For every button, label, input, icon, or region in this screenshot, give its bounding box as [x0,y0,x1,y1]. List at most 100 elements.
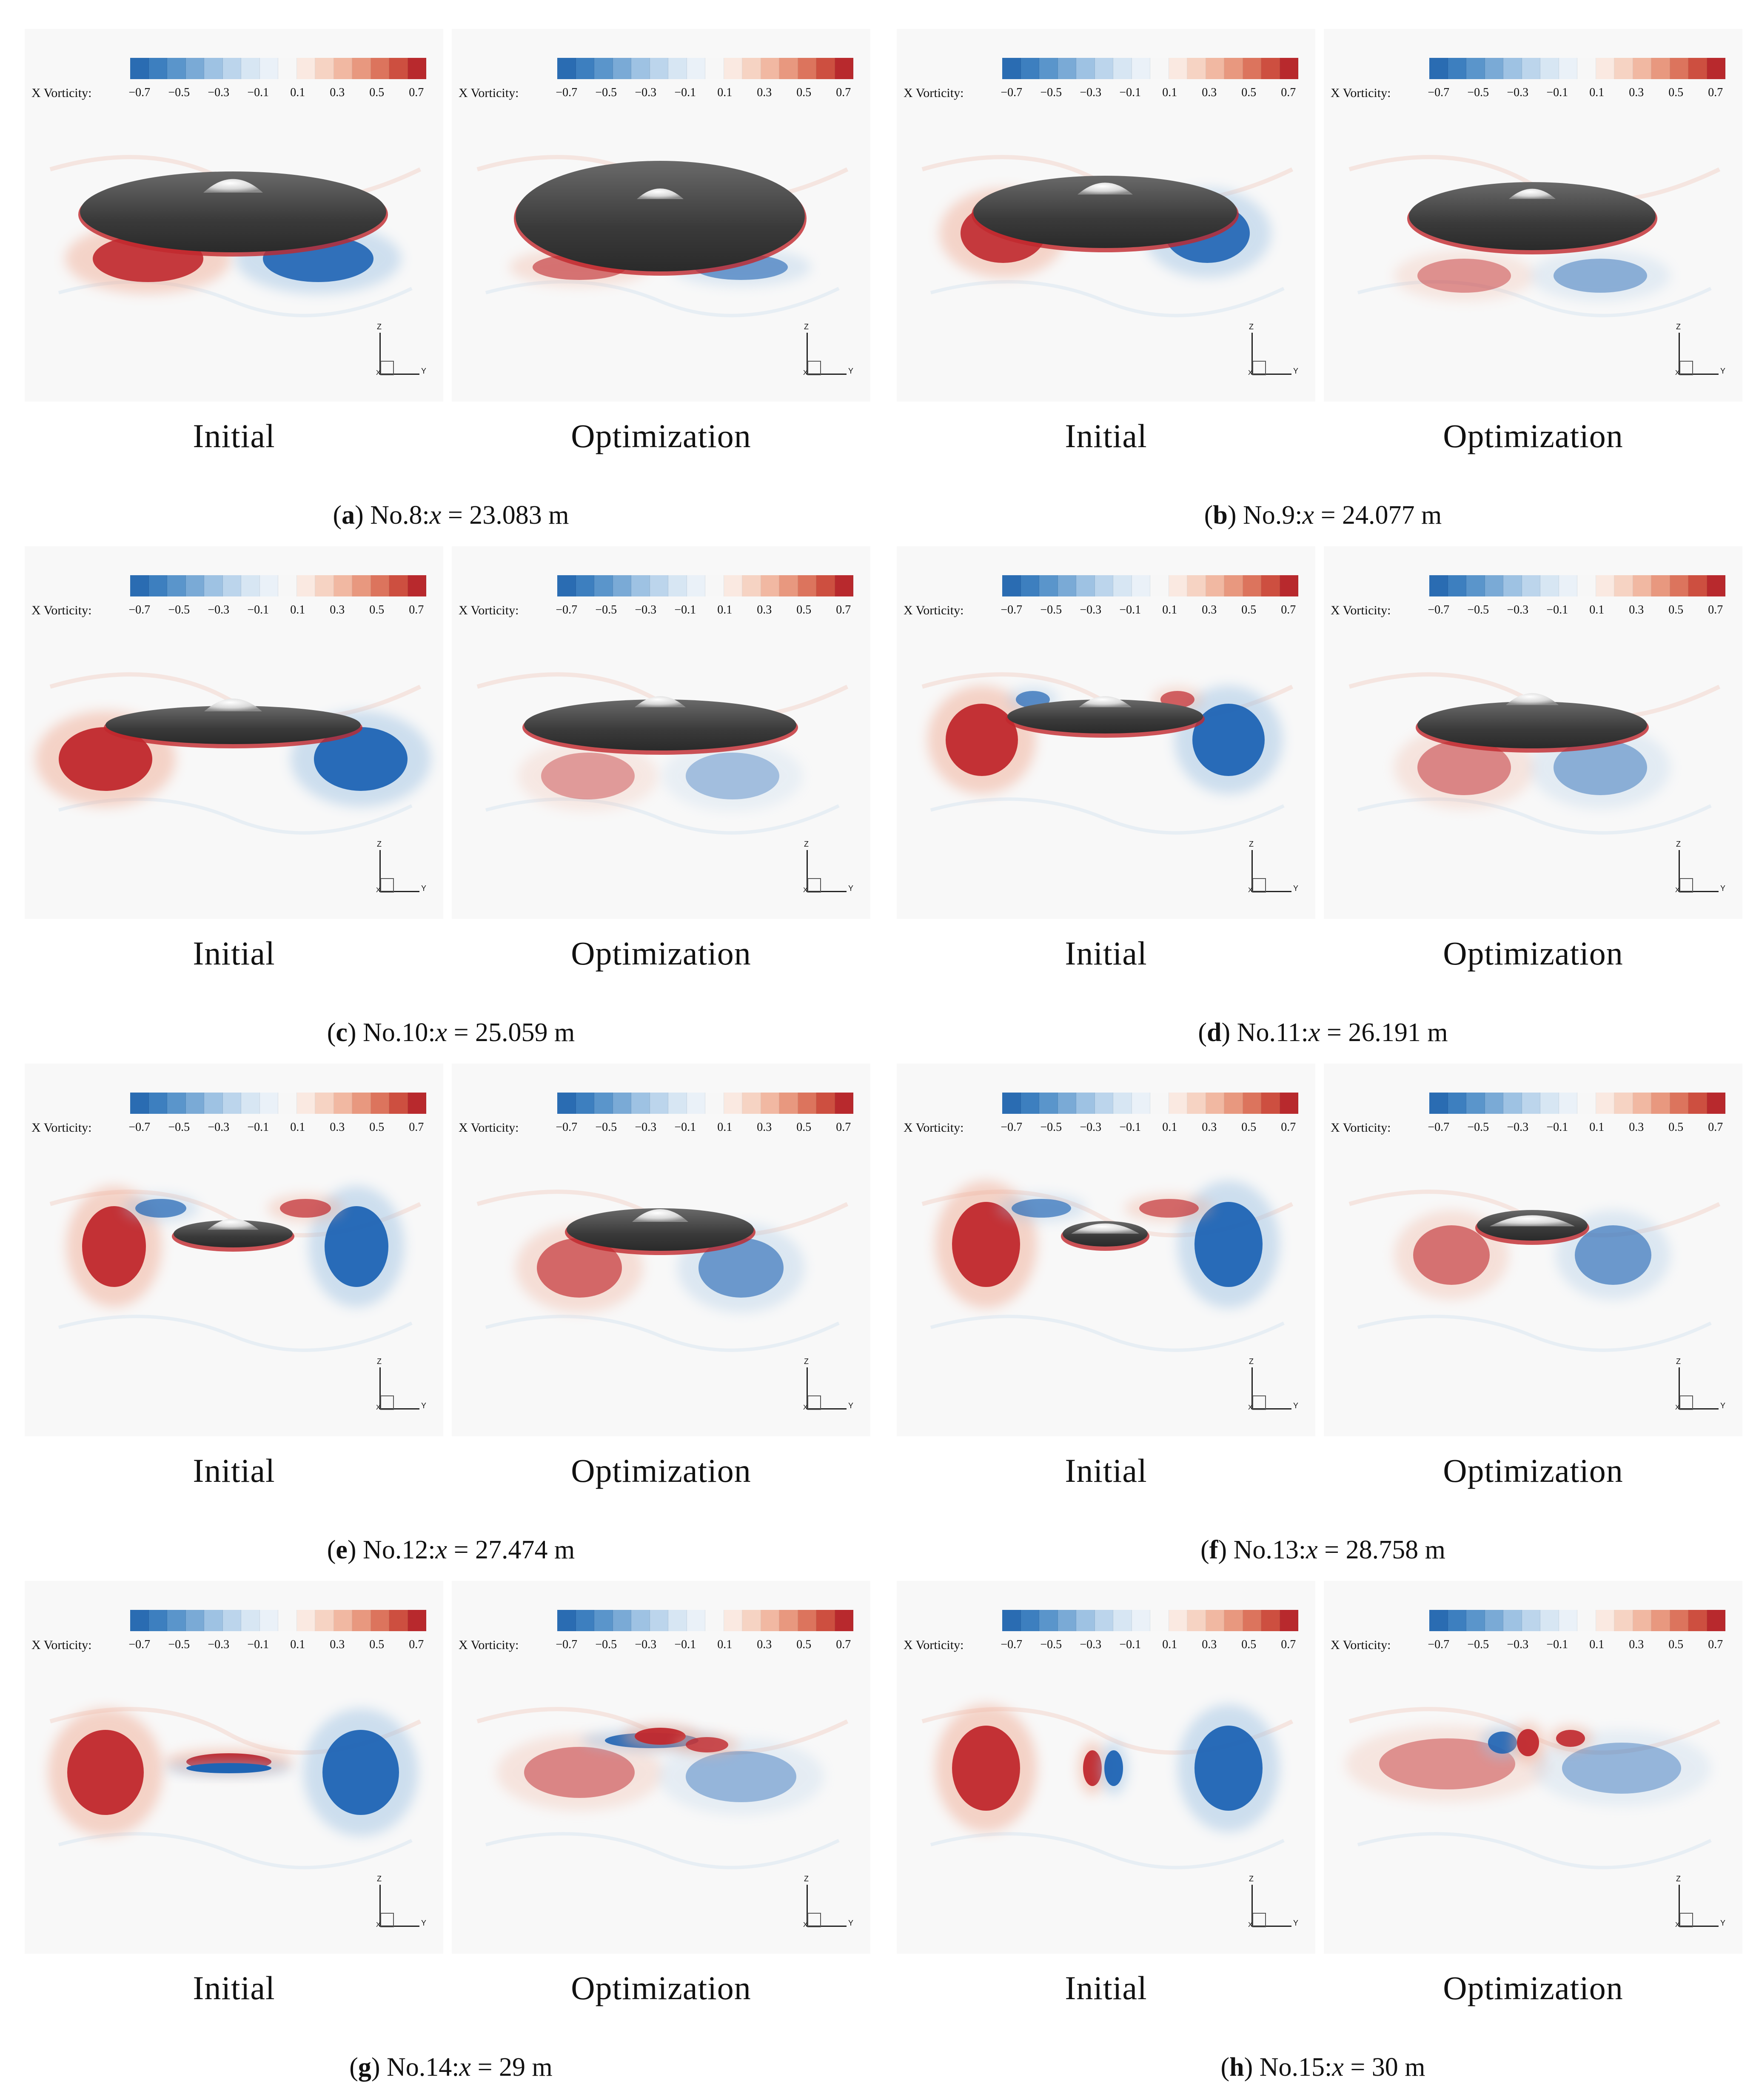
colorbar [1429,1610,1725,1631]
wake-streak [1357,797,1712,835]
caption-prefix: No.14: [387,2053,459,2082]
y-axis-line [1251,891,1291,892]
colorbar-tick-label: 0.5 [1241,603,1257,616]
z-axis-label: Z [1676,840,1681,848]
colorbar [1002,1610,1298,1631]
subfigure-b: X Vorticity: −0.7 −0.5 −0.3 −0.1 0.1 0.3 0.5 0.7… [897,29,1749,548]
colorbar-swatch [742,1093,761,1114]
positive-vortex [537,1238,622,1298]
colorbar-tick-label: −0.7 [128,603,151,616]
subfigure-a: X Vorticity: −0.7 −0.5 −0.3 −0.1 0.1 0.3 0.5 0.7… [25,29,877,548]
axes-triad: Z Y X [376,1875,427,1930]
y-axis-label: Y [848,884,854,893]
colorbar-swatch [130,1093,149,1114]
colorbar [1429,1093,1725,1114]
disc-body [1417,702,1647,748]
z-axis-line [807,333,808,374]
colorbar-swatch [1448,58,1466,79]
z-axis-line [1679,1367,1680,1409]
colorbar-swatch [1651,1610,1670,1631]
colorbar-swatch [1466,1093,1485,1114]
colorbar-tick-label: 0.3 [1629,1121,1644,1134]
wake-streak [58,1315,413,1352]
z-axis-line [1251,850,1253,892]
disc-body [567,1208,754,1251]
colorbar-tick-label: −0.1 [1546,1121,1568,1134]
dome [635,696,686,708]
colorbar-swatch [296,1093,315,1114]
x-axis-label: X [376,887,381,894]
colorbar-swatch [724,1093,742,1114]
z-axis-line [379,1367,381,1409]
colorbar-swatch [1688,575,1707,596]
vorticity-panel-optimization: X Vorticity: −0.7 −0.5 −0.3 −0.1 0.1 0.3 0.5 0.7… [1324,1581,1742,1954]
colorbar-tick-label: 0.1 [717,603,733,616]
y-axis-label: Y [421,884,427,893]
colorbar-swatch [1002,1093,1021,1114]
colorbar-swatch [334,575,352,596]
colorbar-swatch [1150,1610,1169,1631]
axes-triad: Z Y X [1675,322,1726,378]
colorbar-swatch [148,575,167,596]
wake-streak [485,280,840,317]
colorbar-swatch [1559,1610,1577,1631]
colorbar-ticks: −0.7 −0.5 −0.3 −0.1 0.1 0.3 0.5 0.7 [556,1638,853,1652]
colorbar-ticks: −0.7 −0.5 −0.3 −0.1 0.1 0.3 0.5 0.7 [556,1121,853,1135]
negative-vortex [135,1199,186,1218]
subfigure-g: X Vorticity: −0.7 −0.5 −0.3 −0.1 0.1 0.3 0.5 0.7… [25,1581,877,2100]
colorbar-swatch [1243,1093,1261,1114]
colorbar-swatch [631,1093,650,1114]
axes-origin-box [807,1913,821,1927]
colorbar-ticks: −0.7 −0.5 −0.3 −0.1 0.1 0.3 0.5 0.7 [1001,86,1298,100]
panel-label-optimization: Optimization [1443,935,1623,972]
colorbar-tick-label: −0.7 [1001,1638,1023,1651]
vorticity-panel-initial: X Vorticity: −0.7 −0.5 −0.3 −0.1 0.1 0.3 0.5 0.7… [897,546,1315,919]
colorbar-label: X Vorticity: [31,86,92,100]
vorticity-field [49,1186,422,1352]
colorbar-swatch [222,58,241,79]
subfigure-f: X Vorticity: −0.7 −0.5 −0.3 −0.1 0.1 0.3 0.5 0.7… [897,1064,1749,1583]
colorbar-swatch [1688,1093,1707,1114]
colorbar-tick-label: 0.7 [836,1638,851,1651]
colorbar-swatch [204,575,223,596]
colorbar-tick-label: −0.1 [247,1121,269,1134]
colorbar-swatch [1651,58,1670,79]
z-axis-line [807,850,808,892]
colorbar-tick-label: −0.3 [1507,1121,1529,1134]
colorbar-tick-label: 0.1 [1589,603,1605,616]
colorbar-tick-label: 0.7 [836,86,851,99]
colorbar-swatch [1095,575,1113,596]
subfigure-caption: (g) No.14:x = 29 m [349,2053,553,2082]
colorbar-label: X Vorticity: [31,1121,92,1135]
colorbar-swatch [779,1093,798,1114]
colorbar-swatch [408,1093,426,1114]
colorbar-tick-label: −0.3 [635,1121,657,1134]
caption-prefix: No.15: [1259,2053,1332,2082]
dome [1506,693,1559,705]
caption-equals: = [1343,2053,1372,2082]
colorbar [1429,58,1725,79]
colorbar-swatch [1039,1093,1058,1114]
axes-origin-box [807,878,821,893]
colorbar-swatch [222,1093,241,1114]
colorbar-tick-label: 0.3 [1202,603,1217,616]
colorbar-swatch [1651,1093,1670,1114]
colorbar-swatch [1243,1610,1261,1631]
colorbar-swatch [1076,575,1095,596]
vorticity-panel-optimization: X Vorticity: −0.7 −0.5 −0.3 −0.1 0.1 0.3 0.5 0.7… [1324,29,1742,402]
colorbar-swatch [798,575,816,596]
colorbar-swatch [352,58,371,79]
colorbar-tick-label: 0.3 [1629,1638,1644,1651]
colorbar-swatch [613,58,631,79]
panel-label-initial: Initial [1065,1969,1147,2006]
colorbar-tick-label: −0.5 [595,86,617,99]
colorbar-swatch [1522,575,1540,596]
colorbar-tick-label: −0.1 [674,1121,696,1134]
vorticity-field [1345,1707,1721,1869]
negative-vortex [1192,704,1265,776]
x-axis-label: X [376,1921,381,1929]
y-axis-label: Y [848,367,854,375]
colorbar-swatch [167,58,186,79]
colorbar [1002,58,1298,79]
